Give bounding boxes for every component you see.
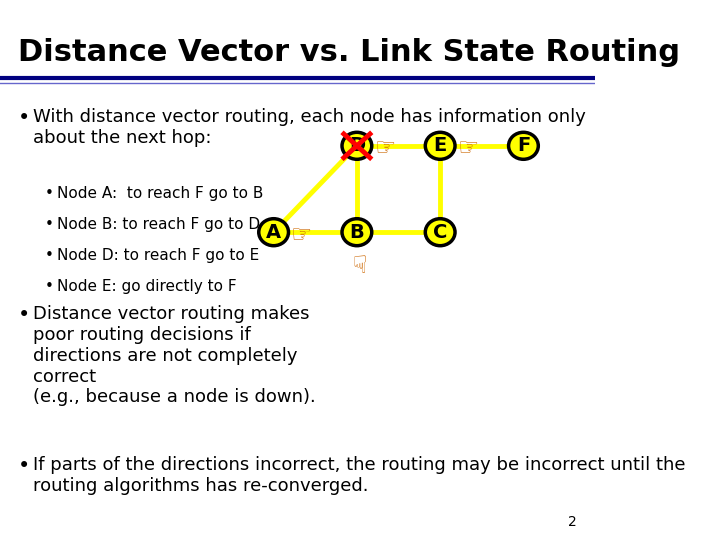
Text: ☞: ☞ xyxy=(458,137,479,160)
Circle shape xyxy=(258,219,289,246)
Text: Distance vector routing makes
poor routing decisions if
directions are not compl: Distance vector routing makes poor routi… xyxy=(32,305,315,406)
Circle shape xyxy=(426,219,455,246)
Circle shape xyxy=(426,132,455,159)
Text: •: • xyxy=(45,217,53,232)
Text: Node A:  to reach F go to B: Node A: to reach F go to B xyxy=(56,186,263,201)
Text: ☟: ☟ xyxy=(352,254,366,278)
Text: C: C xyxy=(433,222,447,242)
Text: •: • xyxy=(45,279,53,294)
Text: ☞: ☞ xyxy=(292,223,312,247)
Text: D: D xyxy=(348,136,365,156)
Text: Distance Vector vs. Link State Routing: Distance Vector vs. Link State Routing xyxy=(18,38,680,67)
Circle shape xyxy=(342,219,372,246)
Circle shape xyxy=(508,132,539,159)
Circle shape xyxy=(342,132,372,159)
Text: •: • xyxy=(45,248,53,263)
Text: •: • xyxy=(18,456,30,476)
Text: •: • xyxy=(45,186,53,201)
Text: Node D: to reach F go to E: Node D: to reach F go to E xyxy=(56,248,258,263)
Text: Node B: to reach F go to D: Node B: to reach F go to D xyxy=(56,217,260,232)
Text: With distance vector routing, each node has information only
about the next hop:: With distance vector routing, each node … xyxy=(32,108,585,147)
Text: •: • xyxy=(18,108,30,128)
Text: A: A xyxy=(266,222,282,242)
Text: 2: 2 xyxy=(568,515,577,529)
Text: F: F xyxy=(517,136,530,156)
Text: E: E xyxy=(433,136,447,156)
Text: •: • xyxy=(18,305,30,325)
Text: B: B xyxy=(349,222,364,242)
Text: Node E: go directly to F: Node E: go directly to F xyxy=(56,279,236,294)
Text: If parts of the directions incorrect, the routing may be incorrect until the
rou: If parts of the directions incorrect, th… xyxy=(32,456,685,495)
Text: ☞: ☞ xyxy=(374,137,396,160)
